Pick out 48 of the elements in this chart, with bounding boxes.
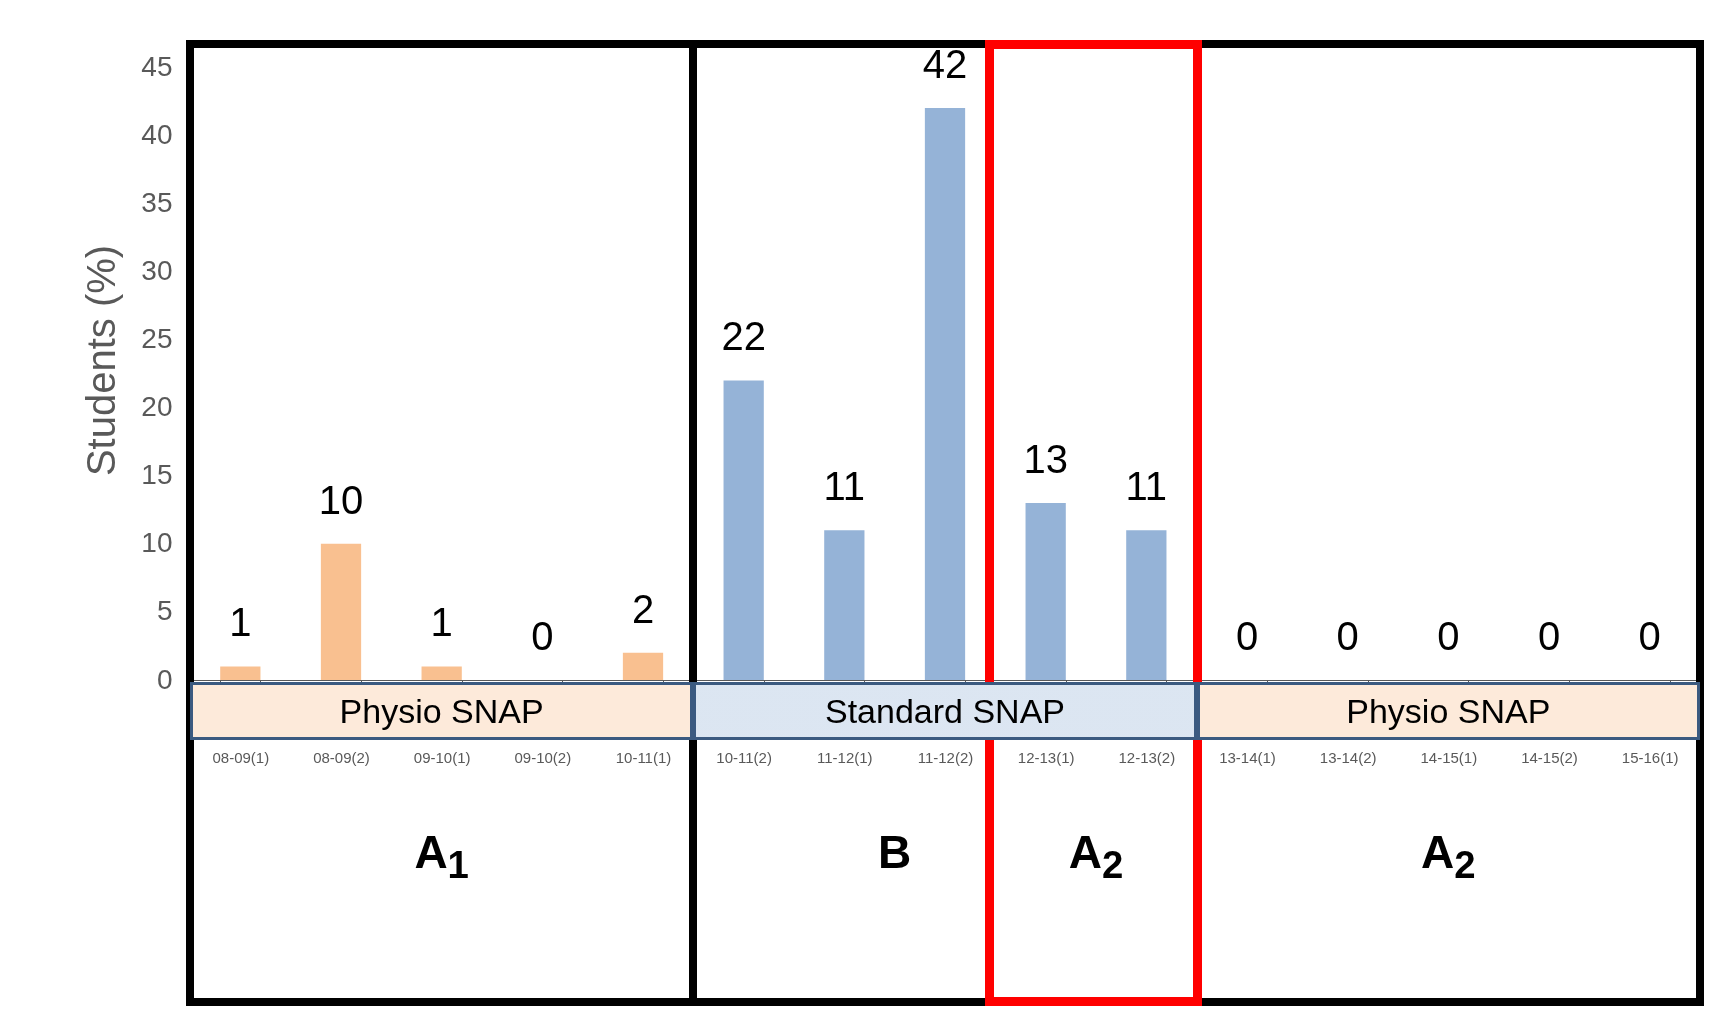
- text: A$_{1}$: [413, 825, 470, 887]
- y-tick-label: 0: [156, 663, 173, 695]
- text: A$_{2}$: [1420, 825, 1477, 887]
- data-label: 2: [631, 586, 655, 631]
- y-tick-label: 10: [141, 527, 173, 559]
- y-tick-label: 30: [141, 254, 173, 286]
- y-tick-label: 40: [141, 118, 173, 150]
- data-label: 0: [1537, 614, 1561, 658]
- y-axis-title: Students (%): [79, 244, 124, 477]
- data-label: 10: [318, 477, 364, 522]
- data-label: 22: [721, 314, 766, 359]
- y-tick-label: 5: [156, 595, 173, 627]
- x-tick-label: 14-15(2): [1521, 748, 1578, 766]
- data-label: 0: [1638, 614, 1661, 658]
- y-tick-label: 20: [141, 391, 173, 423]
- x-tick-label: 11-12(2): [917, 748, 974, 766]
- text: Standard SNAP: [693, 682, 1197, 740]
- x-tick-label: 09-10(2): [514, 748, 572, 766]
- x-tick-label: 08-09(1): [212, 748, 270, 766]
- data-label: 11: [823, 464, 866, 509]
- x-tick-label: 08-09(2): [313, 748, 370, 766]
- text: A$_{2}$: [1067, 825, 1125, 887]
- x-tick-label: 12-13(1): [1017, 748, 1075, 766]
- y-tick-label: 15: [141, 459, 173, 491]
- y-tick-label: 25: [141, 323, 173, 355]
- x-tick-label: 09-10(1): [413, 748, 471, 766]
- x-tick-label: 13-14(2): [1319, 748, 1377, 766]
- x-tick-label: 10-11(1): [615, 748, 672, 766]
- data-label: 0: [531, 614, 554, 658]
- data-label: 0: [1235, 614, 1259, 658]
- x-tick-label: 10-11(2): [716, 748, 772, 766]
- x-tick-label: 14-15(1): [1420, 748, 1478, 766]
- text: B: [877, 825, 913, 880]
- data-label: 1: [229, 600, 252, 645]
- data-label: 0: [1336, 614, 1359, 658]
- data-label: 42: [922, 42, 968, 87]
- y-tick-label: 35: [141, 186, 173, 218]
- x-tick-label: 11-12(1): [817, 748, 873, 766]
- x-tick-label: 15-16(1): [1621, 748, 1679, 766]
- data-label: 11: [1125, 464, 1168, 509]
- y-tick-label: 45: [141, 50, 173, 82]
- text: Physio SNAP: [1196, 682, 1700, 740]
- data-label: 1: [430, 600, 453, 645]
- data-label: 13: [1023, 436, 1068, 481]
- data-label: 0: [1437, 614, 1460, 658]
- x-tick-label: 13-14(1): [1219, 748, 1276, 766]
- x-tick-label: 12-13(2): [1118, 748, 1176, 766]
- text: Physio SNAP: [190, 682, 694, 740]
